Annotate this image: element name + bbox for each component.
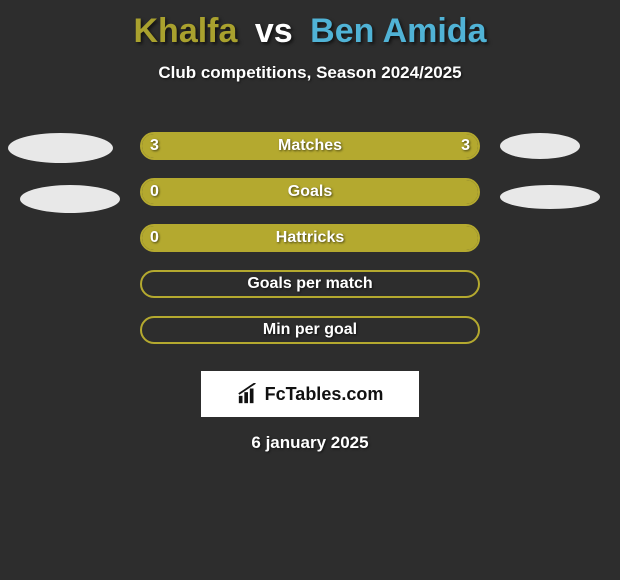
logo-box: FcTables.com (201, 371, 419, 417)
stat-value-left: 0 (150, 229, 159, 247)
stat-row: Min per goal (0, 307, 620, 353)
decorative-ellipse (8, 133, 113, 163)
stat-value-right: 3 (461, 137, 470, 155)
stat-row: Goals per match (0, 261, 620, 307)
stats-container: Matches 3 3 Goals 0 Hattricks 0 Goals per match… (0, 123, 620, 353)
decorative-ellipse (20, 185, 120, 213)
stat-value-left: 3 (150, 137, 159, 155)
logo-text: FcTables.com (265, 384, 384, 405)
date-text: 6 january 2025 (0, 433, 620, 453)
comparison-title: Khalfa vs Ben Amida (0, 0, 620, 51)
player2-name: Ben Amida (310, 12, 486, 50)
stat-label: Hattricks (276, 229, 344, 247)
stat-label: Goals (288, 183, 332, 201)
stat-row: Hattricks 0 (0, 215, 620, 261)
stat-label: Matches (278, 137, 342, 155)
bars-icon (237, 383, 259, 405)
subtitle-text: Club competitions, Season 2024/2025 (0, 63, 620, 83)
decorative-ellipse (500, 185, 600, 209)
vs-text: vs (255, 12, 293, 50)
stat-label: Min per goal (263, 321, 357, 339)
stat-label: Goals per match (247, 275, 372, 293)
decorative-ellipse (500, 133, 580, 159)
stat-value-left: 0 (150, 183, 159, 201)
player1-name: Khalfa (134, 12, 238, 50)
